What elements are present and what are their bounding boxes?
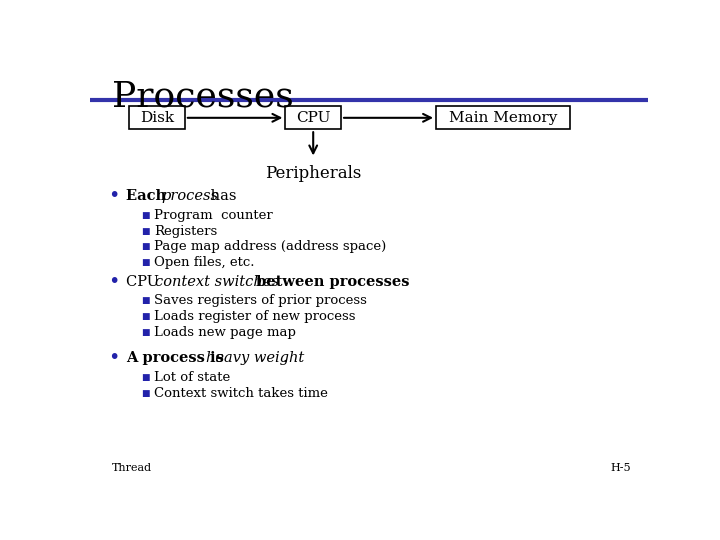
Text: ■: ■	[141, 242, 150, 252]
Text: CPU: CPU	[126, 275, 164, 289]
Text: ■: ■	[141, 258, 150, 267]
Bar	[285, 106, 341, 129]
Text: has: has	[205, 189, 236, 203]
Text: H-5: H-5	[611, 463, 631, 473]
Text: Lot of state: Lot of state	[154, 371, 230, 384]
Text: Main Memory: Main Memory	[449, 111, 557, 125]
Text: ■: ■	[141, 373, 150, 382]
Text: ■: ■	[141, 227, 150, 235]
Text: Registers: Registers	[154, 225, 217, 238]
Text: Context switch takes time: Context switch takes time	[154, 387, 328, 400]
Text: ■: ■	[141, 296, 150, 306]
Text: between processes: between processes	[251, 275, 410, 289]
Text: Processes: Processes	[112, 79, 294, 113]
Text: Peripherals: Peripherals	[265, 165, 361, 181]
Text: Disk: Disk	[140, 111, 174, 125]
Text: Page map address (address space): Page map address (address space)	[154, 240, 387, 253]
Text: Open files, etc.: Open files, etc.	[154, 256, 255, 269]
Bar	[129, 106, 185, 129]
Text: ■: ■	[141, 328, 150, 337]
Bar	[436, 106, 570, 129]
Text: ■: ■	[141, 389, 150, 398]
Text: process: process	[161, 189, 218, 203]
Text: heavy weight: heavy weight	[206, 351, 305, 365]
Text: ■: ■	[141, 211, 150, 220]
Text: Saves registers of prior process: Saves registers of prior process	[154, 294, 367, 307]
Text: Program  counter: Program counter	[154, 209, 273, 222]
Text: •: •	[108, 348, 120, 367]
Text: A process is: A process is	[126, 351, 229, 365]
Text: .: .	[282, 351, 287, 365]
Text: Thread: Thread	[112, 463, 153, 473]
Text: ■: ■	[141, 312, 150, 321]
Text: •: •	[108, 186, 120, 205]
Text: Each: Each	[126, 189, 171, 203]
Text: context switches: context switches	[156, 275, 279, 289]
Text: Loads register of new process: Loads register of new process	[154, 310, 356, 323]
Text: CPU: CPU	[296, 111, 330, 125]
Text: •: •	[108, 272, 120, 292]
Text: Loads new page map: Loads new page map	[154, 326, 296, 339]
